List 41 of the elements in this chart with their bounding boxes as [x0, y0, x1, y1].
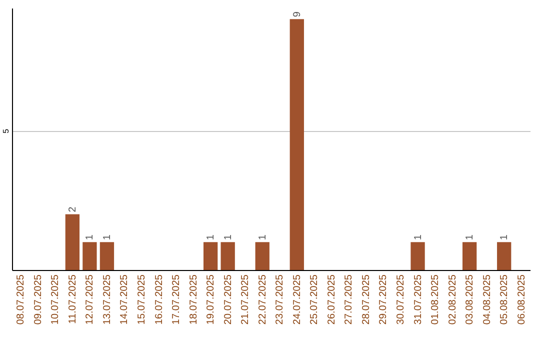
data-label: 2 — [67, 206, 78, 212]
x-tick-label: 04.08.2025 — [482, 274, 493, 325]
x-tick-label: 19.07.2025 — [206, 274, 217, 325]
data-label: 1 — [206, 234, 217, 240]
data-label: 1 — [257, 234, 268, 240]
x-tick-label: 28.07.2025 — [360, 274, 372, 325]
x-tick-label: 11.07.2025 — [67, 274, 78, 324]
x-tick-label: 05.08.2025 — [499, 274, 510, 325]
data-label: 1 — [412, 234, 424, 240]
x-tick-label: 24.07.2025 — [292, 274, 303, 325]
x-tick-label: 17.07.2025 — [171, 274, 182, 325]
x-tick-label: 13.07.2025 — [102, 274, 113, 325]
data-label: 1 — [499, 234, 510, 240]
data-label: 1 — [102, 234, 113, 240]
x-tick-label: 25.07.2025 — [309, 274, 320, 325]
x-tick-label: 30.07.2025 — [396, 274, 406, 325]
x-tick-label: 16.07.2025 — [154, 274, 165, 325]
x-tick-label: 26.07.2025 — [326, 274, 338, 325]
x-tick-label: 14.07.2025 — [119, 274, 130, 325]
x-tick-label: 02.08.2025 — [447, 274, 458, 325]
x-tick-label: 01.08.2025 — [430, 274, 442, 325]
x-tick-label: 27.07.2025 — [344, 274, 355, 325]
x-tick-label: 10.07.2025 — [50, 274, 62, 325]
x-tick-label: 15.07.2025 — [136, 274, 148, 325]
x-tick-label: 31.07.2025 — [412, 274, 424, 325]
data-label: 9 — [292, 11, 303, 18]
x-tick-label: 23.07.2025 — [274, 274, 286, 325]
x-tick-label: 18.07.2025 — [188, 274, 200, 325]
x-tick-label: 12.07.2025 — [84, 274, 96, 325]
x-tick-label: 03.08.2025 — [464, 274, 476, 325]
x-tick-label: 20.07.2025 — [222, 274, 234, 325]
y-tick-label: 5 — [2, 128, 10, 134]
x-tick-label: 09.07.2025 — [32, 274, 44, 325]
x-tick-label: 21.07.2025 — [240, 274, 252, 325]
data-label: 1 — [222, 234, 234, 240]
data-label: 1 — [84, 234, 96, 240]
x-tick-label: 22.07.2025 — [257, 274, 268, 325]
x-tick-label: 06.08.2025 — [516, 274, 528, 325]
x-tick-label: 08.07.2025 — [16, 274, 27, 325]
data-label: 1 — [464, 234, 476, 240]
x-tick-label: 29.07.2025 — [378, 274, 390, 325]
